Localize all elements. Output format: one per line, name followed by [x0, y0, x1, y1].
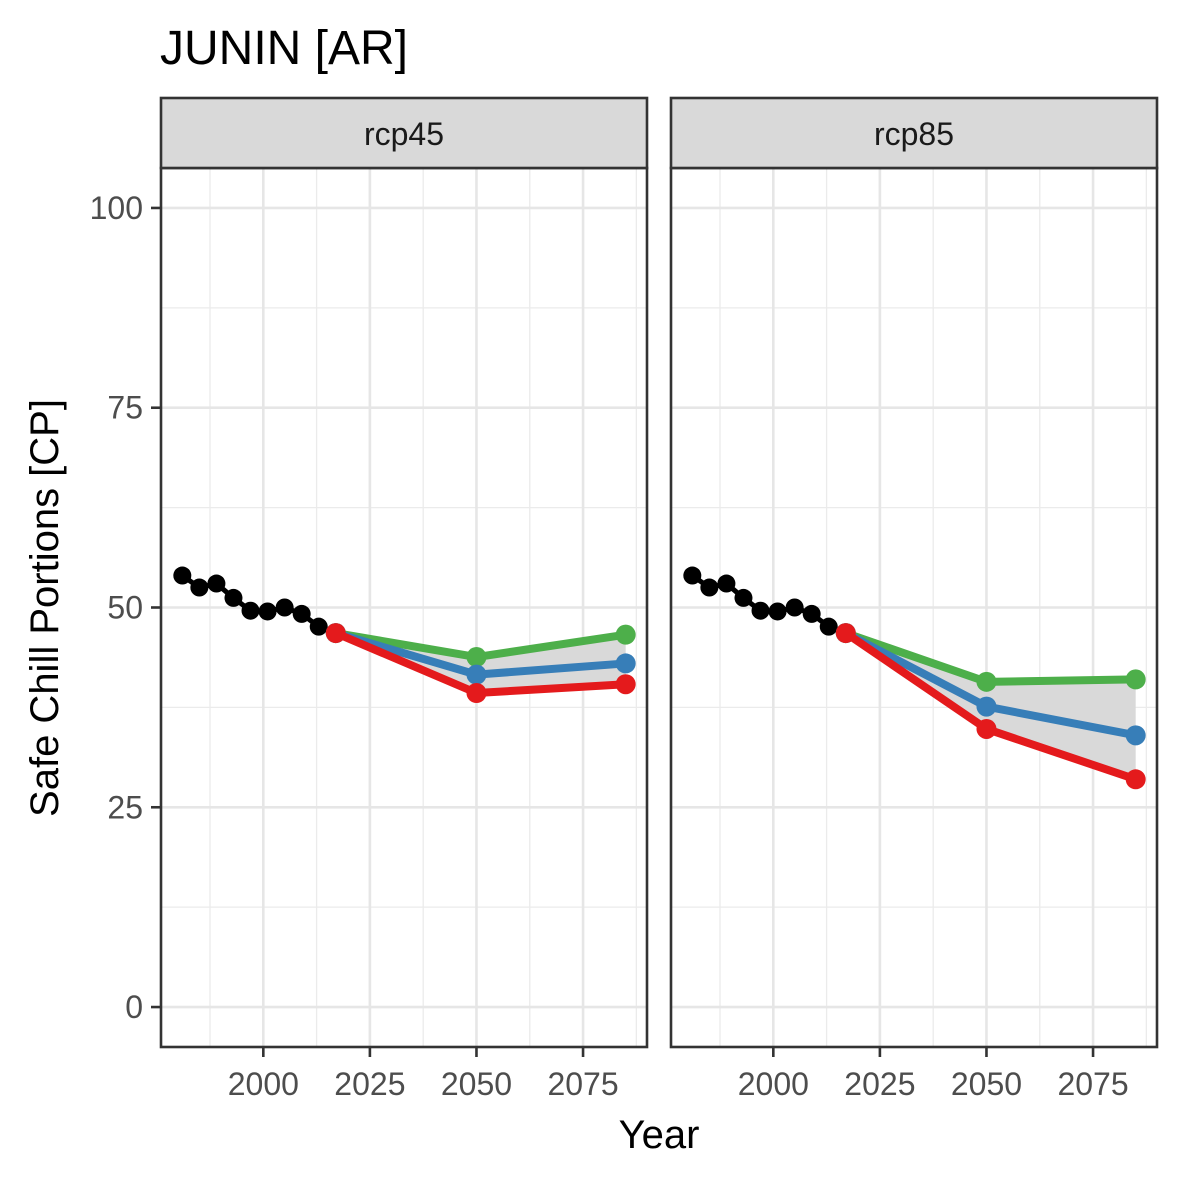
series-point-red — [976, 718, 997, 739]
y-tick-label: 50 — [107, 590, 143, 626]
facet-panel-rcp45: rcp45 2000 2025 2050 2075 0 25 50 75 100 — [90, 96, 649, 1102]
observed-point — [309, 617, 328, 636]
x-tick-label: 2050 — [951, 1066, 1022, 1102]
series-point-green — [615, 624, 636, 645]
x-tick-label: 2075 — [1057, 1066, 1128, 1102]
observed-point — [241, 601, 260, 620]
series-point-green — [466, 647, 487, 668]
observed-point — [683, 566, 702, 585]
series-point-blue — [1125, 725, 1146, 746]
series-point-blue — [976, 696, 997, 717]
facet-strip — [159, 96, 649, 170]
y-tick-label: 75 — [107, 390, 143, 426]
observed-point — [768, 602, 787, 621]
y-tick-label: 25 — [107, 789, 143, 825]
series-point-green — [976, 671, 997, 692]
x-tick-label: 2075 — [547, 1066, 618, 1102]
observed-point — [734, 588, 753, 607]
observed-point — [292, 604, 311, 623]
series-point-blue — [615, 653, 636, 674]
observed-point — [700, 578, 719, 597]
observed-point — [207, 574, 226, 593]
series-point-red — [615, 674, 636, 695]
observed-point — [802, 604, 821, 623]
observed-point — [258, 602, 277, 621]
observed-point — [717, 574, 736, 593]
facet-strip — [669, 96, 1159, 170]
x-tick-label: 2050 — [441, 1066, 512, 1102]
observed-point — [819, 617, 838, 636]
x-tick-label: 2025 — [334, 1066, 405, 1102]
observed-point — [173, 566, 192, 585]
series-point-green — [1125, 669, 1146, 690]
x-axis-label: Year — [619, 1113, 700, 1157]
observed-point — [751, 601, 770, 620]
series-point-blue — [466, 664, 487, 685]
facet-panel-rcp85: rcp85 2000 2025 2050 2075 — [669, 96, 1159, 1102]
observed-point — [785, 598, 804, 617]
facet-strip-label: rcp45 — [364, 116, 444, 152]
facet-strip-label: rcp85 — [874, 116, 954, 152]
y-tick-label: 0 — [125, 989, 143, 1025]
series-point-red — [325, 623, 346, 644]
x-tick-label: 2025 — [844, 1066, 915, 1102]
chart-title: JUNIN [AR] — [160, 22, 408, 75]
observed-point — [224, 588, 243, 607]
facet-panels: rcp45 2000 2025 2050 2075 0 25 50 75 100 rcp85 2000… — [90, 96, 1159, 1102]
y-axis-label: Safe Chill Portions [CP] — [23, 399, 67, 817]
x-tick-label: 2000 — [228, 1066, 299, 1102]
observed-point — [190, 578, 209, 597]
series-point-red — [835, 623, 856, 644]
series-point-red — [466, 683, 487, 704]
observed-point — [275, 598, 294, 617]
series-point-red — [1125, 769, 1146, 790]
y-tick-label: 100 — [90, 190, 143, 226]
x-tick-label: 2000 — [738, 1066, 809, 1102]
